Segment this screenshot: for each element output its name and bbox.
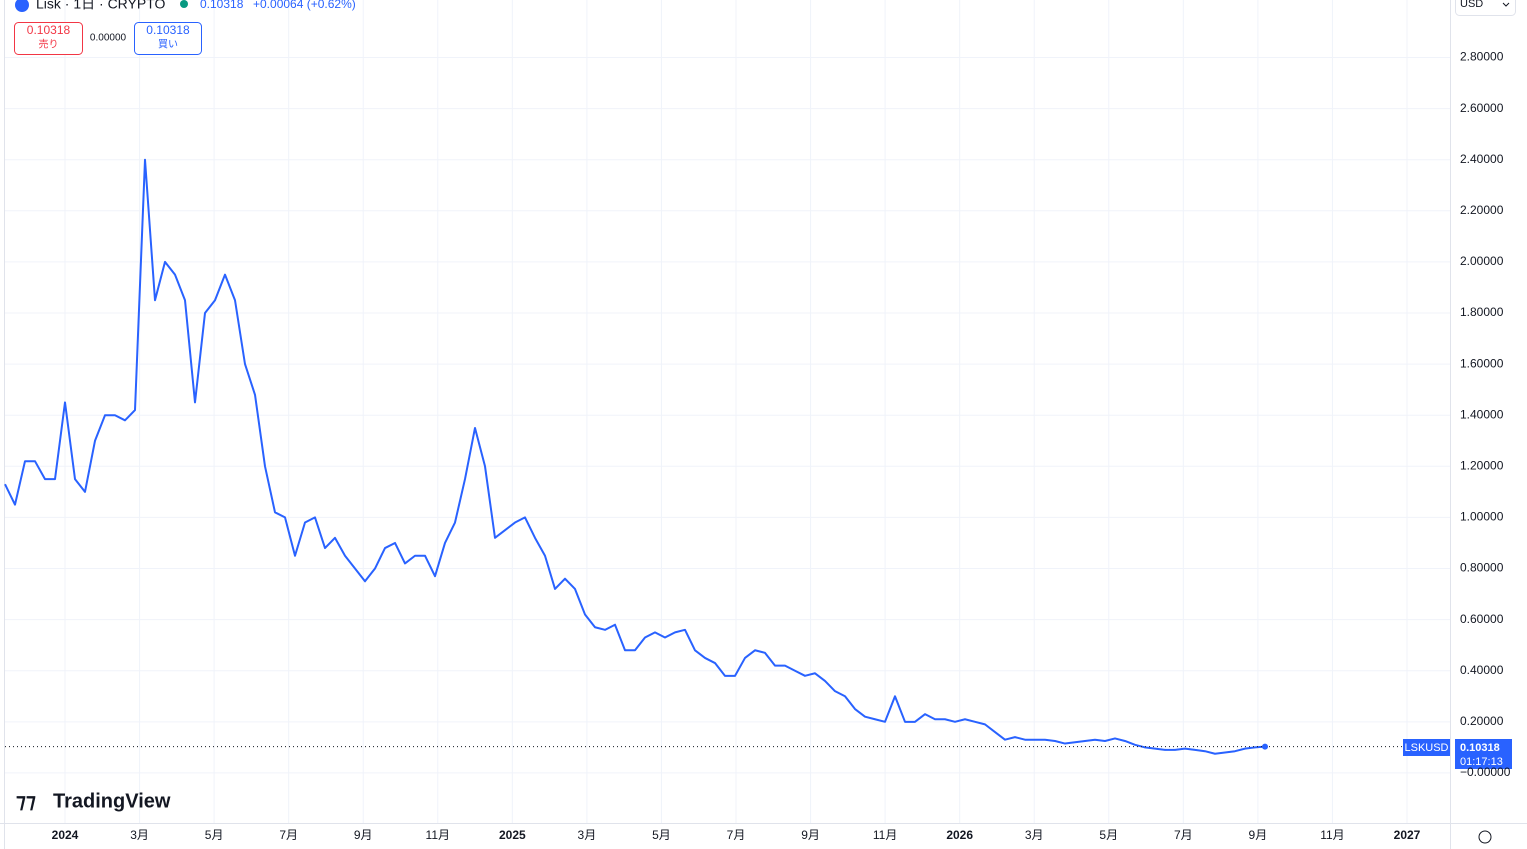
tag-price-box <box>1455 739 1512 769</box>
tag-countdown: 01:17:13 <box>1460 756 1503 768</box>
buy-button[interactable] <box>134 22 202 55</box>
y-tick-label: 1.00000 <box>1460 510 1504 524</box>
header-price: 0.10318 <box>200 0 244 11</box>
x-tick-label: 3月 <box>1025 828 1044 842</box>
x-tick-label: 5月 <box>1099 828 1118 842</box>
y-tick-label: 2.40000 <box>1460 152 1504 166</box>
x-tick-label: 9月 <box>354 828 373 842</box>
x-tick-label: 7月 <box>727 828 746 842</box>
x-tick-label: 9月 <box>801 828 820 842</box>
x-tick-label: 3月 <box>130 828 149 842</box>
tag-symbol: LSKUSD <box>1404 742 1448 754</box>
x-tick-label: 7月 <box>279 828 298 842</box>
currency[interactable]: USD <box>1460 0 1483 10</box>
x-tick-label: 11月 <box>426 828 450 842</box>
brand: TradingView <box>53 790 171 812</box>
y-tick-label: 1.20000 <box>1460 458 1504 472</box>
y-tick-label: 1.60000 <box>1460 356 1504 370</box>
y-tick-label: 0.40000 <box>1460 663 1504 677</box>
x-tick-label: 11月 <box>1320 828 1344 842</box>
y-tick-label: 2.00000 <box>1460 254 1504 268</box>
last-point <box>1262 743 1268 750</box>
x-tick-label: 5月 <box>205 828 224 842</box>
x-tick-label: 2025 <box>499 828 526 842</box>
price-line <box>4 158 1266 755</box>
settings-icon[interactable] <box>1478 830 1492 844</box>
y-tick-label: 2.80000 <box>1460 50 1504 64</box>
y-tick-label: 0.80000 <box>1460 561 1504 575</box>
x-tick-label: 3月 <box>578 828 597 842</box>
x-tick-label: 11月 <box>873 828 897 842</box>
y-tick-label: 0.60000 <box>1460 612 1504 626</box>
y-tick-label: 2.60000 <box>1460 101 1504 115</box>
price-tag: LSKUSD 0.10318 01:17:13 <box>1403 739 1512 769</box>
x-tick-label: 7月 <box>1174 828 1193 842</box>
tag-price: 0.10318 <box>1460 742 1500 754</box>
header-change: +0.00064 (+0.62%) <box>253 0 356 11</box>
sell-price[interactable]: 0.10318 <box>27 23 71 37</box>
y-tick-label: 1.80000 <box>1460 305 1504 319</box>
y-tick-label: 1.40000 <box>1460 407 1504 421</box>
sell-button[interactable] <box>14 22 83 55</box>
plot <box>4 158 1450 755</box>
x-tick-label: 2027 <box>1394 828 1421 842</box>
tag-symbol-box <box>1403 739 1450 756</box>
symbol-icon <box>15 0 29 12</box>
y-tick-label: 0.20000 <box>1460 714 1504 728</box>
x-tick-label: 2024 <box>52 828 79 842</box>
currency-select[interactable] <box>1455 0 1516 16</box>
y-tick-label: −0.00000 <box>1460 765 1511 779</box>
spread: 0.00000 <box>90 33 127 44</box>
dropdown-arrow[interactable] <box>1502 2 1510 7</box>
buy-price[interactable]: 0.10318 <box>146 23 190 37</box>
symbol: Lisk · 1日 · CRYPTO <box>36 0 166 12</box>
x-tick-label: 5月 <box>652 828 671 842</box>
logo-mark: ⁊⁊ <box>16 790 36 812</box>
x-tick-label: 9月 <box>1249 828 1268 842</box>
y-tick-label: 2.20000 <box>1460 203 1504 217</box>
buy-label[interactable]: 買い <box>158 39 178 51</box>
status-dot <box>180 0 188 8</box>
sell-label[interactable]: 売り <box>39 38 59 51</box>
x-tick-label: 2026 <box>946 828 973 842</box>
